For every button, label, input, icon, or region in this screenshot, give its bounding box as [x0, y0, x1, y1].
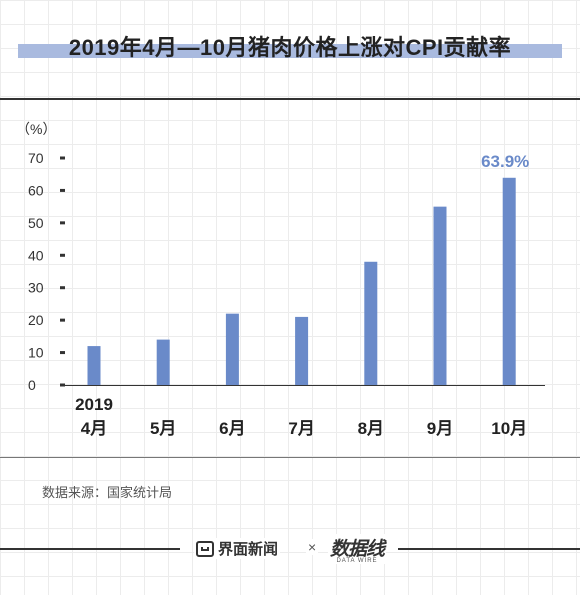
bar	[156, 339, 170, 385]
chart-title: 2019年4月—10月猪肉价格上涨对CPI贡献率	[68, 35, 512, 60]
y-unit-label: （%）	[16, 121, 56, 137]
y-tick-label: 50	[28, 215, 44, 231]
top-divider	[0, 98, 580, 100]
x-year-label: 2019	[75, 395, 113, 414]
brand-datawire-cn: 数据线	[330, 539, 385, 560]
x-tick-label: 4月	[81, 419, 107, 438]
y-tick-label: 70	[28, 150, 44, 166]
y-tick-label: 10	[28, 345, 44, 361]
footer-line-right	[398, 548, 580, 550]
footer-line-left	[0, 548, 180, 550]
data-label: 63.9%	[481, 152, 529, 171]
times-sign: ×	[306, 539, 319, 555]
bar	[433, 206, 447, 385]
bar	[364, 261, 378, 385]
y-tick-label: 20	[28, 312, 44, 328]
footer: 界面新闻 × 数据线 DATA WIRE	[0, 534, 580, 564]
x-tick-label: 5月	[150, 419, 176, 438]
x-tick-label: 8月	[358, 419, 384, 438]
jiemian-logo-icon	[196, 540, 214, 557]
y-tick-mark	[60, 156, 65, 160]
brand-datawire-en: DATA WIRE	[336, 558, 378, 564]
bar	[225, 313, 239, 385]
bar	[502, 177, 516, 385]
bottom-divider	[0, 457, 580, 458]
x-tick-label: 10月	[491, 419, 527, 438]
y-tick-mark	[60, 318, 65, 322]
x-tick-label: 6月	[219, 419, 245, 438]
x-tick-label: 9月	[427, 419, 453, 438]
y-tick-label: 40	[28, 247, 44, 263]
brand-jiemian: 界面新闻	[194, 538, 281, 559]
x-tick-label: 7月	[288, 419, 314, 438]
bar	[295, 316, 309, 385]
title-highlight-bar	[18, 44, 562, 58]
brand-datawire: 数据线 DATA WIRE	[328, 534, 387, 564]
y-tick-label: 60	[28, 182, 44, 198]
source-note: 数据来源：国家统计局	[42, 485, 173, 500]
brand-jiemian-label: 界面新闻	[218, 541, 279, 558]
bar	[87, 346, 101, 385]
bar-chart: （%） 0 10 20 30 40 50 60 70 63.9% 4月 2019 5月 6月 7月 8月 9…	[16, 121, 545, 438]
y-tick-label: 30	[28, 280, 44, 296]
y-tick-mark	[60, 188, 65, 192]
y-tick-mark	[60, 351, 65, 355]
y-tick-label: 0	[28, 377, 36, 393]
y-tick-mark	[60, 221, 65, 225]
y-tick-mark	[60, 253, 65, 257]
y-tick-mark	[60, 286, 65, 290]
